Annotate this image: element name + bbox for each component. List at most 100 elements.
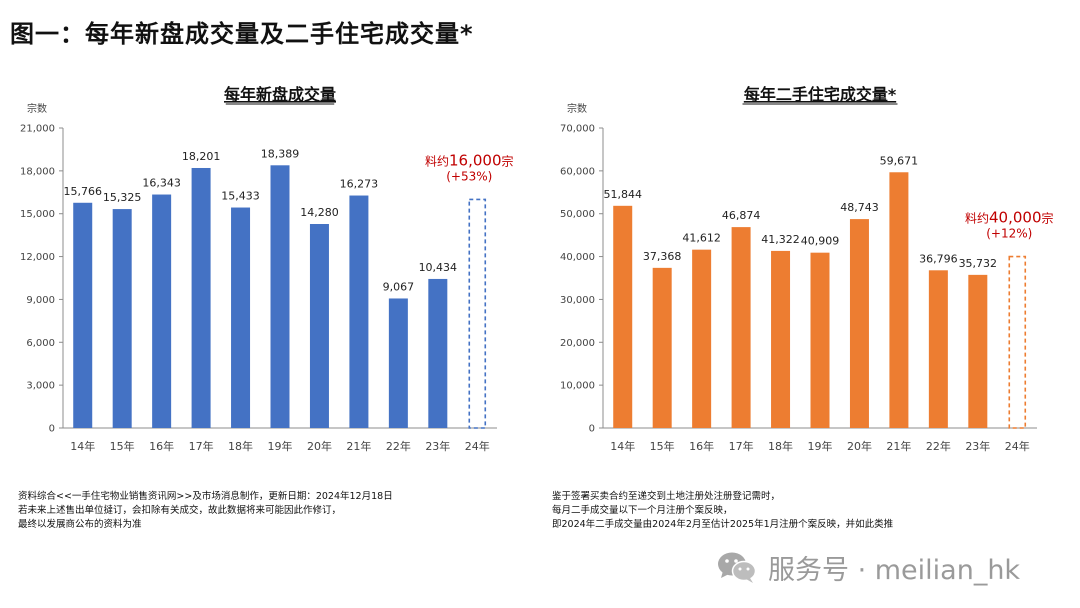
data-label: 37,368 [643, 250, 682, 263]
bar [388, 298, 408, 428]
data-label: 41,612 [682, 232, 721, 245]
bar [428, 278, 448, 428]
note-left-line: 最终以发展商公布的资料为准 [18, 519, 142, 530]
y-tick-label: 21,000 [20, 124, 55, 135]
x-tick-label: 18年 [768, 439, 793, 453]
y-tick-label: 12,000 [20, 252, 55, 263]
y-tick-label: 0 [589, 424, 595, 435]
x-tick-label: 20年 [307, 439, 332, 453]
bar [810, 252, 830, 428]
note-left-line: 若未来上述售出单位撻订，会扣除有关成交，故此数据将来可能因此作修订， [18, 505, 342, 516]
notes-left: 资料综合<<一手住宅物业销售资讯网>>及市场消息制作，更新日期：2024年12月… [18, 490, 393, 532]
x-tick-label: 24年 [465, 439, 490, 453]
x-tick-label: 14年 [610, 439, 635, 453]
data-label: 14,280 [300, 206, 339, 219]
bar [309, 224, 329, 428]
wechat-icon [718, 552, 757, 583]
x-tick-label: 15年 [110, 439, 135, 453]
forecast-label: 料约16,000宗 [425, 151, 514, 169]
data-label: 18,389 [261, 147, 300, 160]
note-right-line: 每月二手成交量以下一个月注册个案反映， [552, 505, 733, 516]
bar [968, 274, 988, 428]
page-title: 图一：每年新盘成交量及二手住宅成交量* [10, 20, 474, 48]
data-label: 51,844 [603, 188, 642, 201]
x-tick-label: 15年 [650, 439, 675, 453]
watermark-text: 服务号 · meilian_hk [768, 554, 1021, 586]
data-label: 16,343 [142, 177, 181, 190]
x-tick-label: 21年 [346, 439, 371, 453]
x-tick-label: 20年 [847, 439, 872, 453]
bar [652, 267, 672, 428]
x-tick-label: 14年 [70, 439, 95, 453]
x-tick-label: 22年 [386, 439, 411, 453]
note-right-line: 鉴于签署买卖合约至递交到土地注册处注册登记需时， [552, 491, 781, 502]
data-label: 18,201 [182, 150, 221, 163]
bar [73, 202, 93, 428]
data-label: 48,743 [840, 201, 879, 214]
data-label: 10,434 [419, 261, 458, 274]
data-label: 15,766 [63, 185, 102, 198]
y-tick-label: 50,000 [560, 209, 595, 220]
bar [270, 165, 290, 429]
forecast-change-label: (+53%) [446, 169, 492, 183]
x-tick-label: 19年 [808, 439, 833, 453]
forecast-bar [1008, 255, 1027, 429]
notes-right: 鉴于签署买卖合约至递交到土地注册处注册登记需时， 每月二手成交量以下一个月注册个… [552, 490, 893, 532]
y-tick-label: 15,000 [20, 209, 55, 220]
y-axis-label: 宗数 [27, 102, 47, 115]
y-tick-label: 60,000 [560, 166, 595, 177]
x-tick-label: 16年 [149, 439, 174, 453]
bar [771, 250, 791, 428]
data-label: 36,796 [919, 252, 958, 265]
bar [849, 219, 869, 428]
data-label: 46,874 [722, 209, 761, 222]
note-left-line: 资料综合<<一手住宅物业销售资讯网>>及市场消息制作，更新日期：2024年12月… [18, 491, 393, 502]
forecast-label: 料约40,000宗 [965, 209, 1054, 227]
x-tick-label: 24年 [1005, 439, 1030, 453]
data-label: 40,909 [801, 235, 840, 248]
bar [692, 249, 712, 428]
note-right-line: 即2024年二手成交量由2024年2月至估计2025年1月注册个案反映，并如此类… [552, 519, 894, 530]
bar [231, 207, 251, 428]
data-label: 35,732 [959, 257, 998, 270]
x-tick-label: 19年 [268, 439, 293, 453]
data-label: 9,067 [383, 280, 415, 293]
data-label: 15,325 [103, 191, 142, 204]
x-tick-label: 22年 [926, 439, 951, 453]
y-tick-label: 3,000 [26, 381, 55, 392]
y-axis-label: 宗数 [567, 102, 587, 115]
watermark: 服务号 · meilian_hk [716, 547, 1020, 587]
y-tick-label: 6,000 [26, 338, 55, 349]
y-tick-label: 30,000 [560, 295, 595, 306]
chart-new-homes: 每年新盘成交量宗数 0 3,000 6,000 9,000 12,000 15,000 18,… [0, 70, 520, 470]
forecast-bar [468, 198, 487, 429]
bar [112, 209, 132, 428]
y-tick-label: 9,000 [26, 295, 55, 306]
y-tick-label: 40,000 [560, 252, 595, 263]
x-tick-label: 23年 [965, 439, 990, 453]
x-tick-label: 17年 [729, 439, 754, 453]
forecast-change-label: (+12%) [986, 227, 1032, 241]
data-label: 59,671 [880, 154, 919, 167]
chart-title: 每年二手住宅成交量* [744, 85, 897, 104]
bar [349, 195, 369, 428]
y-tick-label: 18,000 [20, 166, 55, 177]
chart-title: 每年新盘成交量 [224, 85, 336, 104]
x-tick-label: 16年 [689, 439, 714, 453]
x-tick-label: 21年 [886, 439, 911, 453]
x-tick-label: 23年 [425, 439, 450, 453]
bar [731, 227, 751, 428]
chart-second-hand: 每年二手住宅成交量* 宗数 0 10,000 20,000 30,000 40,000 50,… [540, 70, 1060, 470]
data-label: 41,322 [761, 233, 800, 246]
y-tick-label: 10,000 [560, 381, 595, 392]
x-tick-label: 17年 [189, 439, 214, 453]
y-tick-label: 70,000 [560, 124, 595, 135]
y-tick-label: 20,000 [560, 338, 595, 349]
y-tick-label: 0 [49, 424, 55, 435]
bar [889, 172, 909, 428]
bar [152, 194, 172, 428]
bar [191, 167, 211, 428]
x-tick-label: 18年 [228, 439, 253, 453]
data-label: 15,433 [221, 190, 260, 203]
